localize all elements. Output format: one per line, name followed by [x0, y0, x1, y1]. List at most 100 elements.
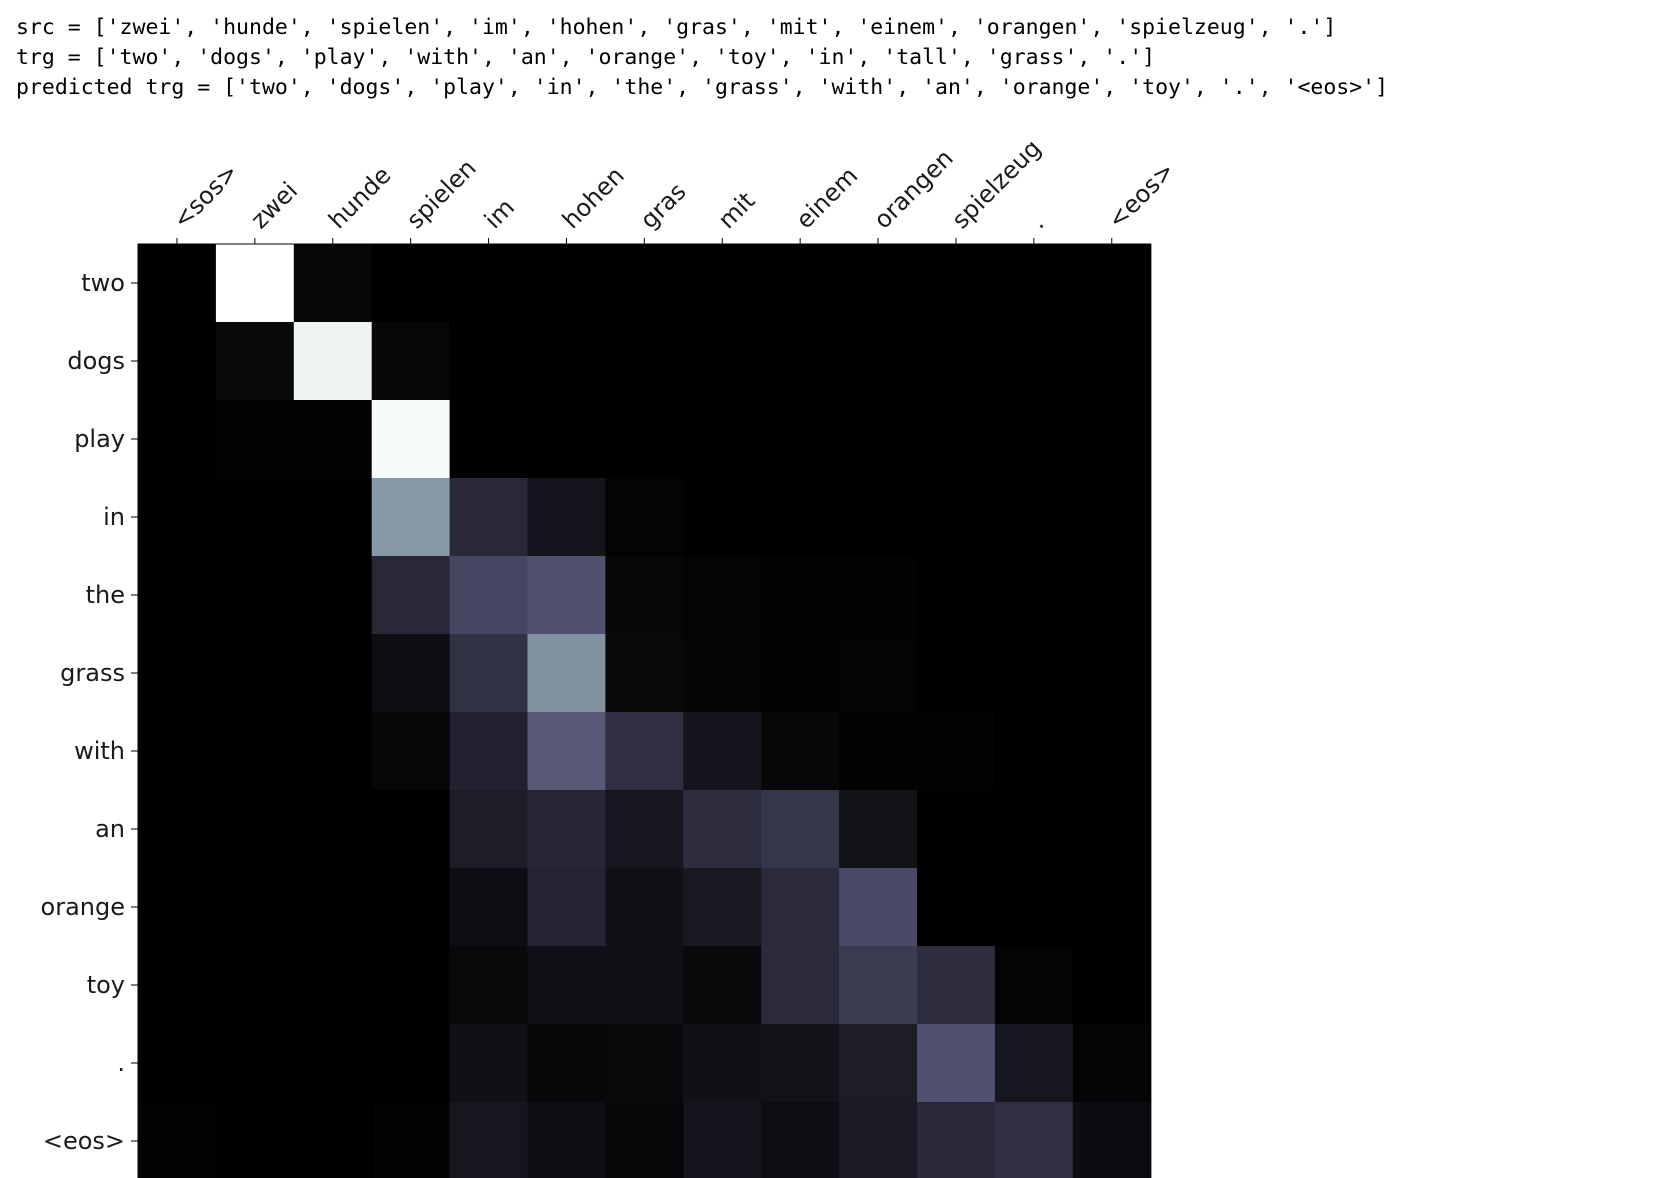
heatmap-cell	[761, 556, 840, 635]
heatmap-cell	[683, 1102, 762, 1178]
y-tick-label: the	[86, 581, 125, 609]
heatmap-cell	[839, 244, 918, 323]
heatmap-cell	[215, 946, 295, 1025]
x-tick-label: im	[479, 193, 520, 234]
heatmap-cell	[371, 556, 451, 635]
heatmap-cell	[1072, 1024, 1152, 1103]
heatmap-cell	[839, 790, 918, 869]
heatmap-cell	[994, 322, 1074, 401]
x-tick-label: hunde	[323, 161, 396, 234]
heatmap-cell	[449, 1024, 529, 1103]
y-axis-ticks: two dogs play in the grass with an orange toy. <eo…	[41, 269, 138, 1155]
heatmap-cell	[761, 1024, 840, 1103]
heatmap-cell	[293, 556, 373, 635]
heatmap-cell	[371, 1024, 451, 1103]
heatmap-cell	[138, 790, 217, 869]
output-line-trg: trg = ['two', 'dogs', 'play', 'with', 'a…	[16, 45, 1156, 70]
heatmap-cell	[449, 322, 529, 401]
heatmap-cell	[138, 244, 217, 323]
heatmap-cell	[917, 1102, 996, 1178]
y-tick-label: orange	[41, 893, 125, 921]
heatmap-cell	[527, 868, 606, 947]
heatmap-cell	[449, 868, 529, 947]
heatmap-cell	[138, 712, 217, 791]
heatmap-cell	[527, 244, 606, 323]
heatmap-cell	[994, 400, 1074, 479]
heatmap-cell	[293, 1024, 373, 1103]
heatmap-cell	[683, 868, 762, 947]
heatmap-cell	[449, 712, 529, 791]
x-tick-label: <sos>	[167, 158, 243, 234]
heatmap-cell	[371, 478, 451, 557]
heatmap-cell	[917, 946, 996, 1025]
heatmap-cell	[839, 478, 918, 557]
heatmap-cell	[293, 790, 373, 869]
heatmap-cell	[683, 1024, 762, 1103]
heatmap-cell	[215, 1102, 295, 1178]
heatmap-cell	[1072, 868, 1152, 947]
y-tick-label: in	[103, 503, 125, 531]
heatmap-cell	[839, 322, 918, 401]
heatmap-cell	[215, 400, 295, 479]
heatmap-cell	[605, 712, 684, 791]
heatmap-cell	[994, 634, 1074, 713]
heatmap-cell	[605, 400, 684, 479]
heatmap-cell	[527, 712, 606, 791]
heatmap-cell	[605, 634, 684, 713]
heatmap-cell	[917, 712, 996, 791]
y-tick-label: two	[81, 269, 125, 297]
heatmap-cell	[449, 634, 529, 713]
x-tick-label: gras	[635, 177, 692, 234]
heatmap-cell	[293, 400, 373, 479]
heatmap-cell	[605, 868, 684, 947]
heatmap-cell	[839, 946, 918, 1025]
heatmap-cell	[138, 556, 217, 635]
heatmap-cell	[215, 1024, 295, 1103]
x-tick-label: mit	[713, 187, 761, 235]
x-tick-label: hohen	[557, 161, 630, 234]
heatmap-cell	[1072, 244, 1152, 323]
heatmap-cell	[449, 400, 529, 479]
heatmap-cell	[994, 478, 1074, 557]
heatmap-cell	[138, 1024, 217, 1103]
y-tick-label: dogs	[67, 347, 125, 375]
heatmap-cell	[917, 790, 996, 869]
heatmap-cell	[917, 478, 996, 557]
heatmap-cell	[138, 1102, 217, 1178]
heatmap-cell	[449, 1102, 529, 1178]
heatmap-cell	[215, 322, 295, 401]
heatmap-cell	[215, 244, 295, 323]
heatmap-cell	[449, 478, 529, 557]
heatmap-cell	[449, 790, 529, 869]
heatmap-cell	[605, 1024, 684, 1103]
heatmap-cell	[683, 400, 762, 479]
x-tick-label: orangen	[868, 144, 958, 234]
x-tick-label: .	[1024, 209, 1049, 234]
heatmap-cell	[994, 712, 1074, 791]
heatmap-cell	[994, 1102, 1074, 1178]
heatmap-cell	[215, 712, 295, 791]
heatmap-cell	[527, 322, 606, 401]
x-tick-label: <eos>	[1102, 156, 1180, 234]
heatmap-cell	[683, 790, 762, 869]
heatmap-cell	[761, 322, 840, 401]
heatmap-cell	[761, 634, 840, 713]
heatmap-cell	[138, 322, 217, 401]
heatmap-cell	[683, 634, 762, 713]
heatmap-cell	[527, 1024, 606, 1103]
heatmap-cell	[138, 868, 217, 947]
heatmap-cell	[527, 946, 606, 1025]
heatmap-cell	[293, 712, 373, 791]
heatmap-cell	[371, 868, 451, 947]
heatmap-cell	[527, 1102, 606, 1178]
y-tick-label: .	[117, 1049, 125, 1077]
heatmap-cell	[683, 712, 762, 791]
heatmap-cell	[839, 400, 918, 479]
heatmap-cell	[994, 1024, 1074, 1103]
heatmap-cell	[994, 790, 1074, 869]
heatmap-cell	[449, 946, 529, 1025]
heatmap-cell	[917, 634, 996, 713]
heatmap-cell	[839, 712, 918, 791]
heatmap-cell	[761, 790, 840, 869]
